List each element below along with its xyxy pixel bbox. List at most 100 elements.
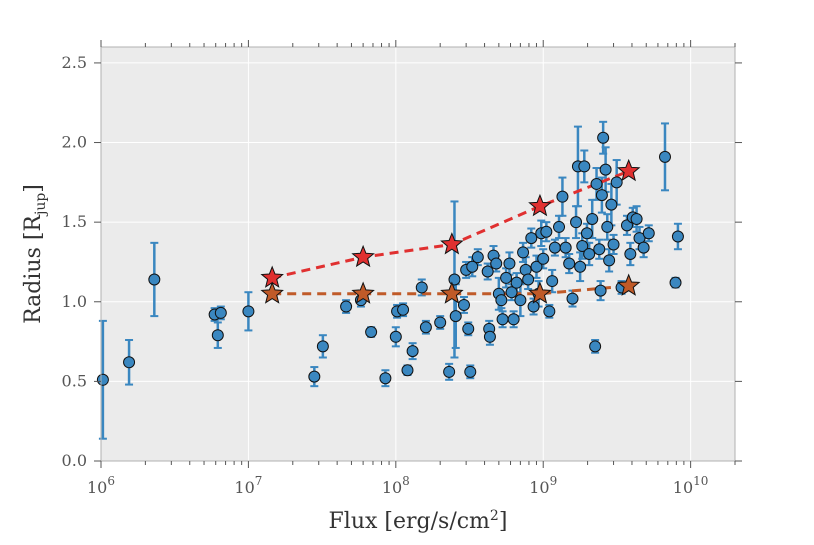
- data-point: [496, 313, 509, 326]
- data-point: [406, 345, 419, 358]
- data-point: [464, 365, 477, 378]
- y-tick-label: 2.5: [62, 53, 87, 72]
- y-tick-label: 2.0: [62, 133, 87, 152]
- orange-star-marker: [260, 281, 284, 304]
- data-point: [556, 190, 569, 203]
- data-point: [671, 230, 684, 243]
- data-point: [503, 257, 516, 270]
- data-point: [610, 176, 623, 189]
- data-point: [624, 248, 637, 260]
- data-point: [471, 251, 484, 264]
- data-point: [500, 271, 513, 284]
- data-point: [522, 273, 535, 286]
- data-point: [443, 365, 456, 378]
- data-point: [530, 260, 543, 273]
- orange-star-marker: [528, 281, 552, 304]
- orange-star-marker: [351, 281, 375, 304]
- data-point: [620, 219, 633, 232]
- data-point: [419, 321, 432, 334]
- data-point: [365, 326, 378, 339]
- data-point: [148, 273, 161, 286]
- orange-star-marker: [440, 281, 464, 304]
- data-point: [505, 286, 518, 299]
- data-point: [525, 232, 538, 245]
- x-axis-label: Flux [erg/s/cm2]: [329, 508, 508, 534]
- data-point: [630, 212, 643, 225]
- data-point: [658, 150, 671, 163]
- y-tick-label: 0.5: [62, 371, 87, 390]
- data-point: [597, 131, 610, 144]
- data-point: [593, 243, 606, 256]
- data-point: [540, 225, 553, 238]
- data-point: [570, 216, 583, 229]
- data-point: [495, 294, 508, 307]
- data-point: [576, 240, 589, 253]
- data-point: [462, 322, 475, 335]
- data-point: [580, 227, 593, 240]
- x-tick-label: 107: [234, 474, 262, 497]
- red-star-marker: [616, 158, 641, 182]
- x-tick-label: 1010: [673, 474, 709, 497]
- data-point: [583, 248, 596, 260]
- axis-ticks: 106 107 108 109 1010 0.0 0.5 1.0 1.5 2.0 2.5: [62, 40, 742, 497]
- plot-frame: [100, 46, 736, 462]
- data-point: [594, 284, 607, 297]
- x-tick-label: 108: [382, 474, 410, 497]
- y-axis-label: Radius [Rjup]: [21, 184, 49, 324]
- data-point: [548, 241, 561, 254]
- data-point: [607, 238, 620, 251]
- data-point: [397, 303, 410, 316]
- data-point: [389, 330, 402, 343]
- data-point: [586, 212, 599, 225]
- data-point: [514, 294, 527, 307]
- data-point: [457, 298, 470, 311]
- data-point: [490, 257, 503, 270]
- data-point: [578, 160, 591, 173]
- data-point: [242, 305, 255, 318]
- data-point: [603, 254, 616, 267]
- data-point: [590, 177, 603, 190]
- data-point: [553, 220, 566, 233]
- data-point: [449, 310, 462, 323]
- red-star-marker: [440, 232, 464, 255]
- data-point: [543, 305, 556, 318]
- data-point: [379, 372, 392, 385]
- y-tick-label: 0.0: [62, 451, 87, 470]
- data-point: [566, 292, 579, 305]
- y-tick-label: 1.0: [62, 292, 87, 311]
- y-tick-label: 1.5: [62, 212, 87, 231]
- x-tick-label: 106: [87, 474, 115, 497]
- data-point: [481, 265, 494, 278]
- data-point: [517, 246, 530, 259]
- data-point: [415, 281, 428, 294]
- red-star-marker: [351, 244, 375, 268]
- data-point: [642, 227, 655, 240]
- data-point: [605, 198, 618, 211]
- x-tick-label: 109: [529, 474, 557, 497]
- orange-star-marker: [616, 273, 641, 296]
- data-point: [510, 276, 523, 289]
- data-point: [96, 373, 109, 386]
- orange-dashed-line: [272, 284, 629, 296]
- data-point: [599, 163, 612, 176]
- data-point: [434, 316, 447, 329]
- plot-background: [101, 47, 735, 461]
- data-point: [211, 329, 224, 342]
- data-point: [637, 241, 650, 254]
- data-point: [589, 340, 602, 353]
- data-point: [214, 306, 227, 319]
- red-star-marker: [528, 193, 552, 217]
- data-point: [340, 300, 353, 313]
- data-point: [123, 356, 136, 369]
- data-point: [507, 313, 520, 326]
- data-point: [308, 370, 321, 383]
- data-point: [316, 340, 329, 353]
- data-point: [537, 252, 550, 265]
- data-point: [559, 241, 572, 254]
- data-point: [448, 273, 461, 286]
- data-point: [546, 275, 559, 288]
- star-markers: [260, 158, 641, 304]
- data-point: [483, 330, 496, 343]
- data-point: [595, 189, 608, 202]
